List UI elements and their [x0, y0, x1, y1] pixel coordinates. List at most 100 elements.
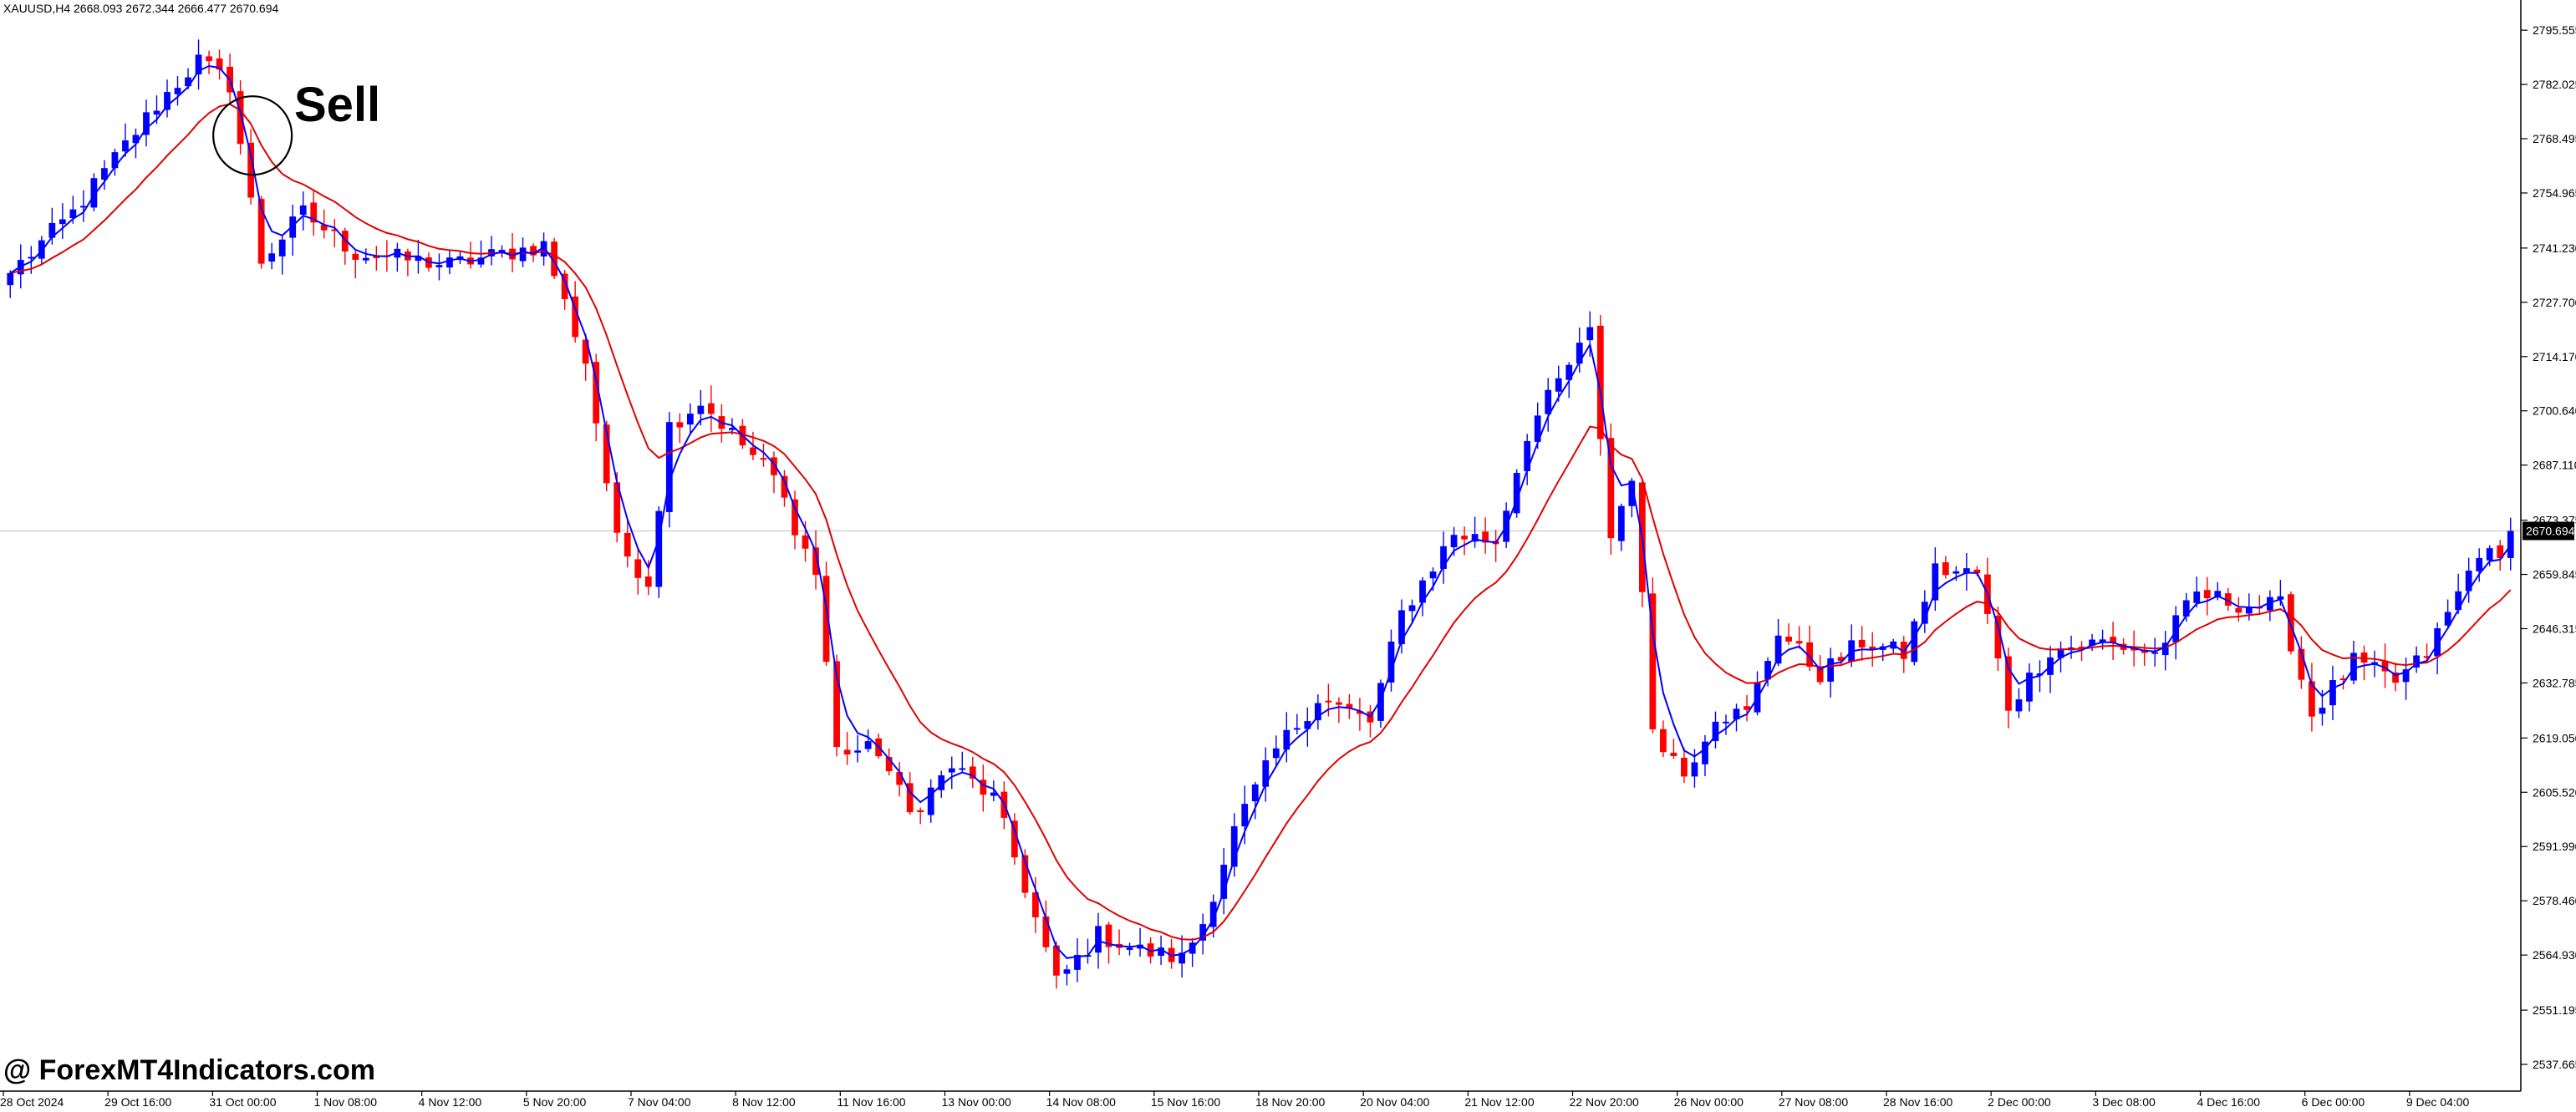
candle-body — [195, 54, 202, 75]
candle-body — [686, 414, 694, 425]
candle-body — [1827, 658, 1835, 682]
candle-body — [1617, 505, 1625, 541]
x-tick-label: 22 Nov 20:00 — [1570, 1095, 1639, 1108]
candle — [1461, 526, 1468, 556]
candle-body — [1011, 820, 1018, 858]
candle — [896, 762, 904, 797]
candle — [1377, 679, 1384, 729]
candle-body — [289, 216, 297, 238]
candle-body — [959, 768, 966, 770]
candle — [216, 49, 223, 80]
candle — [843, 732, 851, 765]
candle — [1314, 694, 1321, 730]
candle-body — [781, 475, 788, 498]
candle-body — [1942, 562, 1949, 576]
candle — [1681, 747, 1688, 784]
candle-body — [1042, 916, 1050, 947]
candle — [624, 520, 631, 568]
candle-body — [1837, 657, 1845, 662]
candle — [90, 173, 98, 211]
candle — [2288, 592, 2294, 655]
y-tick-label: 2727.700 — [2533, 296, 2576, 309]
candle-body — [1032, 892, 1039, 917]
candle-body — [2423, 656, 2431, 658]
candle — [1649, 577, 1657, 734]
candle — [540, 232, 547, 267]
candle-body — [1921, 602, 1928, 624]
x-tick-label: 9 Dec 04:00 — [2406, 1095, 2470, 1108]
candle — [268, 242, 276, 270]
candle — [2507, 517, 2514, 571]
candle — [79, 190, 87, 222]
candle-body — [1660, 729, 1667, 753]
candle-body — [707, 403, 715, 414]
candle-body — [415, 256, 422, 261]
candle — [111, 149, 119, 176]
sell-signal-circle — [212, 95, 293, 176]
candle — [2026, 663, 2033, 712]
y-tick-label: 2768.495 — [2533, 132, 2576, 145]
candle — [2298, 636, 2305, 689]
candle-body — [1147, 943, 1154, 957]
candle-body — [1858, 639, 1866, 647]
candle-body — [1733, 708, 1740, 720]
candle — [655, 505, 663, 598]
symbol-info: XAUUSD,H4 2668.093 2672.344 2666.477 267… — [3, 2, 279, 15]
candle — [1806, 625, 1814, 672]
candle-body — [320, 224, 328, 231]
candle-body — [1471, 534, 1479, 542]
candle — [634, 547, 642, 595]
candle-body — [2402, 669, 2410, 683]
candle — [237, 80, 244, 155]
candle-body — [1712, 721, 1719, 741]
candle — [906, 772, 914, 815]
candle-body — [247, 142, 255, 198]
candle-body — [906, 783, 914, 813]
candle — [122, 123, 129, 157]
candle-body — [551, 241, 558, 277]
candle-body — [268, 253, 276, 262]
candle-body — [854, 750, 861, 753]
candle-body — [1429, 571, 1437, 579]
x-tick-label: 5 Nov 20:00 — [523, 1095, 587, 1108]
candle-body — [2151, 652, 2159, 654]
candle-body — [530, 246, 537, 256]
candle-body — [2350, 652, 2357, 681]
candle-body — [1126, 947, 1133, 950]
candle — [1932, 547, 1939, 612]
candle-body — [1063, 969, 1071, 974]
candle — [174, 76, 181, 106]
x-tick-label: 1 Nov 08:00 — [314, 1095, 378, 1108]
candle-body — [1785, 637, 1792, 642]
x-tick-label: 15 Nov 16:00 — [1151, 1095, 1220, 1108]
candle — [2486, 545, 2493, 566]
candle — [1262, 747, 1270, 802]
candle — [1733, 703, 1740, 732]
candle-body — [927, 787, 934, 815]
candle — [289, 205, 297, 256]
candle-body — [216, 58, 223, 70]
candle-body — [1053, 945, 1060, 976]
candle — [1586, 311, 1594, 357]
candle — [1482, 517, 1489, 554]
candle — [2476, 548, 2483, 582]
candle — [7, 270, 14, 298]
candle-body — [1357, 711, 1363, 714]
candle-body — [2507, 531, 2514, 558]
candle-body — [153, 110, 160, 115]
candle-body — [28, 256, 35, 259]
candle-body — [2193, 592, 2201, 603]
candle-body — [603, 424, 610, 484]
candle-body — [1314, 703, 1321, 721]
candle — [2434, 622, 2441, 675]
candle-body — [1241, 804, 1249, 827]
candle-body — [885, 757, 893, 772]
candle-body — [582, 339, 589, 364]
candle-body — [174, 88, 181, 94]
candle — [1921, 590, 1928, 633]
candle-body — [59, 219, 66, 225]
candle-body — [101, 168, 108, 180]
candle — [1764, 657, 1771, 687]
candle-body — [1973, 569, 1981, 574]
candle-body — [2266, 597, 2273, 611]
